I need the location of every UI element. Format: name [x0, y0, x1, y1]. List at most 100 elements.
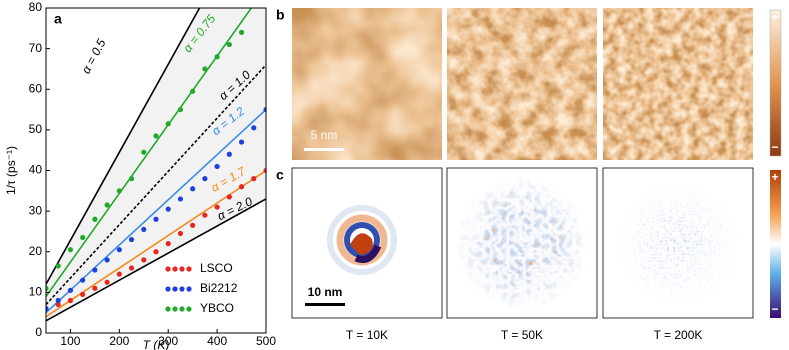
image — [447, 8, 597, 160]
data-point — [226, 194, 232, 200]
data-point — [46, 306, 49, 312]
shaded-region — [46, 8, 266, 321]
colorbar-label: + — [771, 170, 778, 184]
data-point — [263, 167, 266, 174]
data-point — [92, 285, 98, 291]
data-point — [190, 88, 196, 94]
data-point — [80, 234, 86, 241]
data-point — [238, 29, 245, 35]
fit-line — [46, 198, 266, 322]
data-point — [92, 267, 98, 273]
legend-marker — [165, 266, 171, 272]
image — [603, 8, 753, 160]
legend-marker — [186, 306, 192, 312]
image — [292, 8, 442, 160]
data-point — [165, 121, 171, 127]
y-tick-label: 0 — [35, 325, 42, 339]
y-tick-label: 10 — [29, 285, 43, 299]
data-point — [104, 202, 110, 208]
x-axis-label: T (K) — [143, 338, 170, 350]
data-point — [165, 241, 171, 247]
y-tick-label: 60 — [29, 81, 43, 95]
legend-marker — [179, 266, 185, 272]
y-tick-label: 50 — [29, 122, 43, 136]
data-point — [141, 149, 147, 155]
data-point — [128, 176, 135, 182]
legend-label: YBCO — [200, 301, 234, 315]
data-point — [104, 257, 110, 263]
x-tick-label: 500 — [256, 334, 276, 348]
data-point — [251, 176, 257, 182]
data-point — [153, 133, 159, 139]
legend-label: Bi2212 — [200, 281, 238, 295]
colorbar-label: − — [771, 302, 778, 316]
panel-label: a — [54, 11, 62, 27]
data-point — [116, 188, 122, 194]
caption: T = 200K — [654, 328, 703, 342]
colorbar — [770, 170, 781, 318]
data-point — [153, 216, 159, 222]
data-point — [116, 247, 122, 253]
data-point — [153, 249, 159, 255]
y-tick-label: 40 — [29, 163, 43, 177]
data-point — [67, 297, 74, 304]
legend-marker — [186, 266, 192, 272]
fit-label: α = 0.5 — [79, 36, 109, 76]
y-tick-label: 70 — [29, 41, 43, 55]
data-point — [177, 106, 184, 113]
legend-marker — [172, 266, 178, 272]
x-tick-label: 100 — [60, 334, 80, 348]
data-point — [202, 66, 208, 72]
legend-marker — [186, 286, 192, 292]
data-point — [141, 257, 147, 263]
data-point — [80, 277, 86, 283]
data-point — [128, 265, 135, 271]
data-point — [177, 196, 184, 202]
data-point — [202, 212, 208, 218]
data-point — [263, 106, 266, 113]
data-point — [46, 285, 49, 291]
panel-label: b — [276, 7, 285, 23]
data-point — [92, 216, 98, 222]
data-point — [190, 186, 196, 192]
panel-label: c — [276, 167, 284, 183]
data-point — [67, 287, 74, 293]
legend-marker — [172, 306, 178, 312]
caption: T = 50K — [501, 328, 543, 342]
data-point — [55, 297, 61, 304]
data-point — [141, 226, 147, 233]
data-point — [67, 247, 74, 253]
scale-bar — [305, 303, 345, 306]
data-point — [128, 236, 135, 243]
x-tick-label: 400 — [207, 334, 227, 348]
data-point — [177, 230, 184, 237]
data-point — [214, 54, 220, 60]
caption: T = 10K — [346, 328, 388, 342]
legend-marker — [172, 286, 178, 292]
data-point — [251, 125, 257, 131]
fit-line — [46, 64, 266, 306]
scale-bar-label: 5 nm — [311, 128, 338, 142]
data-point — [238, 139, 245, 145]
image — [327, 205, 397, 275]
data-point — [202, 176, 208, 182]
y-tick-label: 80 — [29, 0, 43, 14]
data-point — [55, 301, 61, 308]
legend-marker — [165, 286, 171, 292]
data-point — [214, 204, 220, 210]
y-tick-label: 20 — [29, 244, 43, 258]
data-point — [80, 291, 86, 298]
data-point — [55, 263, 61, 269]
data-point — [104, 279, 110, 285]
scale-bar-label: 10 nm — [308, 285, 343, 299]
data-point — [226, 41, 232, 48]
data-point — [190, 222, 196, 228]
image — [447, 168, 597, 318]
x-tick-label: 200 — [109, 334, 129, 348]
legend-label: LSCO — [200, 261, 233, 275]
legend-marker — [179, 286, 185, 292]
data-point — [226, 151, 232, 157]
data-point — [165, 206, 171, 212]
image — [603, 168, 753, 318]
